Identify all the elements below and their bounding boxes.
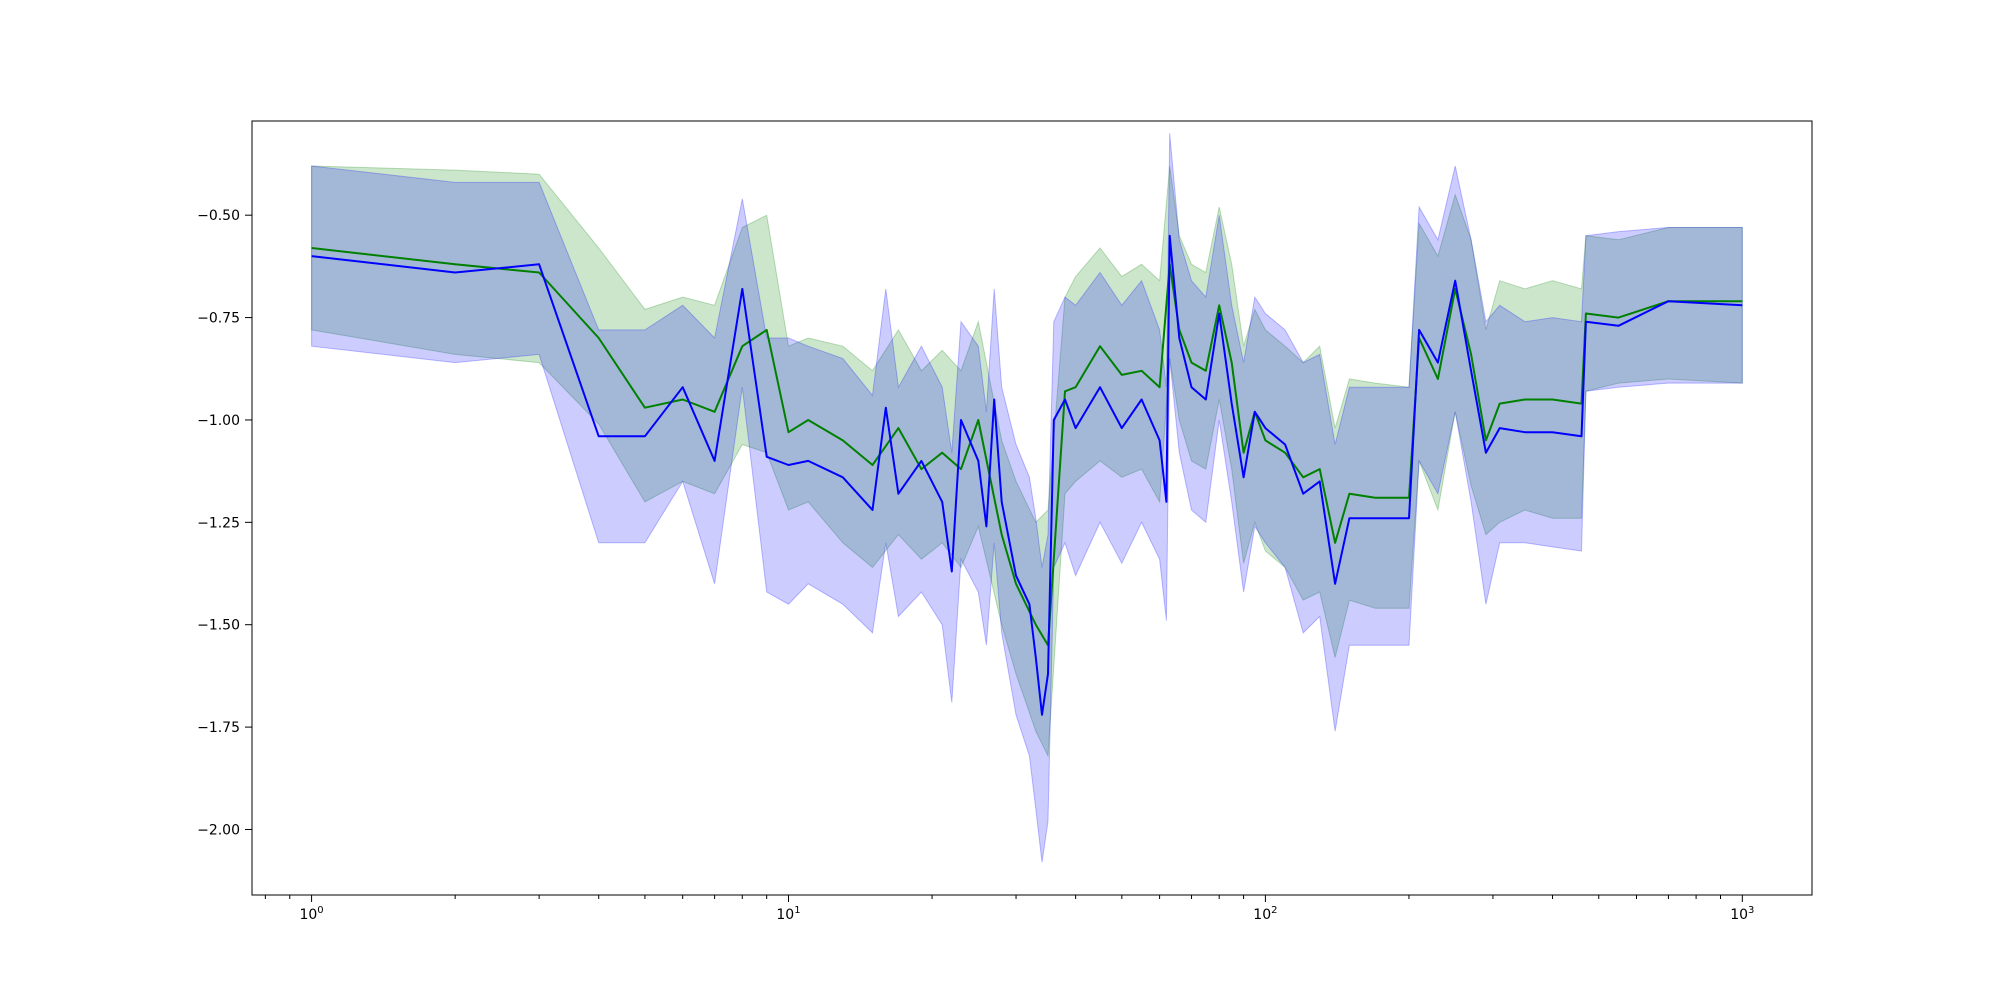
series-1-band [311, 165, 1743, 758]
series-2-line [311, 234, 1743, 716]
y-tick-label-3: −1.25 [197, 515, 240, 531]
y-tick-label-0: −0.50 [197, 208, 240, 224]
x-tick-label-1: 101 [776, 905, 800, 923]
plot-area-frame [251, 120, 1813, 896]
x-tick-label-2: 102 [1253, 905, 1277, 923]
y-tick-label-4: −1.50 [197, 618, 240, 634]
y-axis: −0.50 −0.75 −1.00 −1.25 −1.50 −1.75 −2.00 [197, 208, 252, 838]
y-tick-label-1: −0.75 [197, 311, 240, 327]
x-tick-label-0: 100 [299, 905, 323, 923]
confidence-bands [311, 133, 1743, 863]
series-lines [311, 234, 1743, 716]
y-tick-label-5: −1.75 [197, 720, 240, 736]
x-axis: 100 101 102 103 [264, 895, 1754, 923]
y-tick-label-2: −1.00 [197, 413, 240, 429]
series-2-band [311, 133, 1743, 863]
y-tick-label-6: −2.00 [197, 822, 240, 838]
x-tick-label-3: 103 [1730, 905, 1754, 923]
